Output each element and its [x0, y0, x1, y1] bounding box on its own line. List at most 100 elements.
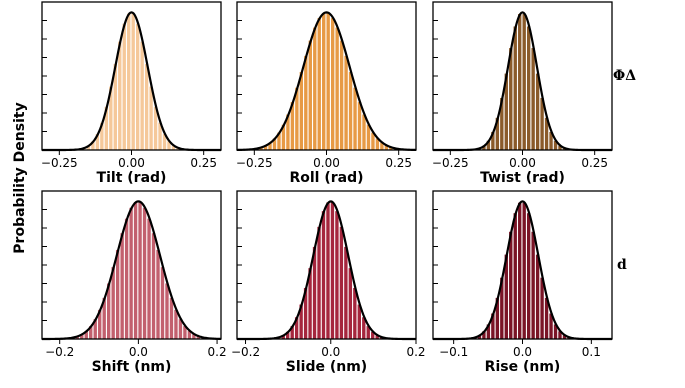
- xtick-label-slide-0: −0.2: [231, 345, 260, 359]
- xtick-label-roll-2: 0.25: [385, 156, 412, 170]
- histogram-bar-tilt-24: [149, 86, 153, 150]
- histogram-bar-slide-10: [281, 335, 285, 339]
- histogram-bar-slide-11: [286, 331, 290, 339]
- histogram-bar-twist-22: [531, 48, 535, 150]
- xtick-label-twist-0: −0.25: [432, 156, 469, 170]
- histogram-bar-slide-27: [357, 304, 361, 339]
- histogram-bar-roll-10: [281, 124, 286, 150]
- histogram-bar-roll-17: [313, 27, 317, 151]
- histogram-bar-shift-31: [178, 319, 183, 339]
- histogram-bar-roll-14: [299, 71, 304, 150]
- histogram-bar-slide-14: [299, 304, 303, 339]
- histogram-bar-slide-20: [326, 202, 330, 339]
- histogram-bar-slide-28: [362, 317, 366, 339]
- histogram-bar-roll-8: [272, 138, 277, 150]
- histogram-bar-shift-16: [111, 267, 115, 339]
- histogram-bar-shift-11: [89, 326, 93, 339]
- histogram-bar-roll-28: [362, 114, 366, 150]
- histogram-bar-tilt-23: [144, 63, 149, 150]
- histogram-bar-tilt-19: [127, 13, 131, 151]
- histogram-bar-twist-15: [500, 97, 504, 150]
- histogram-bar-shift-26: [156, 249, 160, 339]
- histogram-bar-roll-24: [344, 55, 348, 150]
- histogram-bar-slide-13: [294, 317, 299, 339]
- panel-shift: −0.2 0.0 0.2 Shift (nm): [41, 190, 227, 375]
- histogram-bar-rise-11: [482, 331, 486, 339]
- histogram-bar-twist-25: [544, 117, 549, 150]
- histogram-bar-tilt-22: [140, 41, 144, 150]
- histogram-bar-shift-30: [174, 309, 178, 339]
- xtick-label-twist-2: 0.25: [581, 156, 608, 170]
- xtick-label-tilt-0: −0.25: [41, 156, 78, 170]
- histogram-bar-shift-24: [147, 218, 151, 339]
- histogram-bar-shift-34: [192, 334, 196, 339]
- histogram-bar-roll-15: [304, 55, 308, 150]
- xtick-label-roll-0: −0.25: [236, 156, 273, 170]
- histogram-bar-tilt-18: [122, 23, 126, 151]
- histogram-bar-shift-20: [129, 207, 133, 339]
- histogram-bar-tilt-15: [109, 86, 113, 150]
- histogram-bar-twist-11: [482, 145, 486, 150]
- histogram-bar-twist-16: [504, 73, 508, 150]
- histogram-bar-rise-24: [540, 277, 544, 339]
- row-label-bottom: d: [617, 257, 627, 273]
- xtick-label-shift-0: −0.2: [45, 345, 74, 359]
- histogram-bar-rise-29: [562, 335, 567, 339]
- histogram-bar-slide-22: [335, 211, 339, 339]
- xlabel-shift: Shift (nm): [92, 359, 172, 375]
- histogram-bar-shift-23: [142, 207, 147, 339]
- histogram-bar-tilt-28: [167, 141, 171, 150]
- histogram-bar-rise-25: [544, 297, 549, 339]
- xtick-label-twist-1: 0.00: [509, 156, 536, 170]
- histogram-bar-shift-27: [160, 267, 165, 339]
- xlabel-slide: Slide (nm): [286, 359, 367, 375]
- xlabel-roll: Roll (rad): [289, 170, 363, 186]
- histogram-bar-twist-24: [540, 97, 544, 150]
- histogram-bar-twist-20: [522, 14, 526, 150]
- histogram-bar-tilt-17: [118, 41, 122, 150]
- histogram-bar-roll-27: [357, 102, 362, 150]
- histogram-bar-slide-21: [330, 202, 335, 339]
- histogram-bar-tilt-11: [91, 141, 95, 150]
- xtick-label-rise-2: 0.1: [582, 345, 601, 359]
- histogram-bar-roll-29: [366, 124, 371, 150]
- histogram-bar-roll-22: [335, 27, 339, 151]
- figure-ylabel: Probability Density: [12, 102, 28, 253]
- histogram-bar-rise-23: [535, 254, 540, 339]
- histogram-bar-rise-26: [549, 313, 553, 339]
- histogram-bar-shift-25: [151, 233, 156, 339]
- panel-twist: −0.25 0.00 0.25 Twist (rad): [432, 1, 613, 186]
- histogram-bar-slide-23: [339, 226, 344, 339]
- histogram-bar-tilt-29: [171, 145, 176, 150]
- histogram-bar-shift-28: [165, 283, 169, 339]
- histogram-bar-slide-31: [375, 335, 379, 339]
- histogram-bar-twist-14: [495, 117, 500, 150]
- histogram-bar-twist-12: [486, 140, 491, 150]
- histogram-bar-rise-19: [518, 202, 522, 339]
- histogram-bar-rise-22: [531, 231, 535, 339]
- histogram-bar-twist-13: [491, 131, 495, 150]
- histogram-bar-roll-23: [339, 40, 344, 150]
- panels: −0.25 0.00 0.25 Tilt (rad) −0.25 0.00 0.25 Roll…: [41, 1, 613, 375]
- histogram-bar-roll-34: [389, 147, 393, 150]
- histogram-bar-shift-21: [133, 202, 138, 339]
- histogram-bar-shift-29: [169, 297, 174, 339]
- histogram-bar-slide-25: [348, 268, 353, 339]
- histogram-bar-tilt-25: [153, 106, 158, 150]
- histogram-bar-twist-26: [549, 131, 553, 150]
- histogram-bar-shift-18: [120, 233, 124, 339]
- histogram-bar-rise-15: [500, 277, 504, 339]
- histogram-bar-tilt-21: [135, 23, 140, 151]
- xtick-label-rise-1: 0.0: [513, 345, 532, 359]
- histogram-bar-rise-17: [509, 231, 513, 339]
- histogram-bar-shift-15: [106, 283, 111, 339]
- histogram-bar-rise-14: [495, 297, 500, 339]
- histogram-bar-twist-18: [513, 26, 517, 150]
- histogram-bar-roll-11: [286, 114, 290, 150]
- panel-rise: −0.1 0.0 0.1 Rise (nm): [432, 190, 613, 375]
- histogram-bar-shift-22: [138, 202, 142, 339]
- histogram-bar-tilt-13: [100, 122, 104, 150]
- histogram-bar-roll-6: [263, 145, 268, 150]
- histogram-bar-shift-8: [75, 336, 79, 339]
- histogram-bar-roll-21: [330, 18, 335, 150]
